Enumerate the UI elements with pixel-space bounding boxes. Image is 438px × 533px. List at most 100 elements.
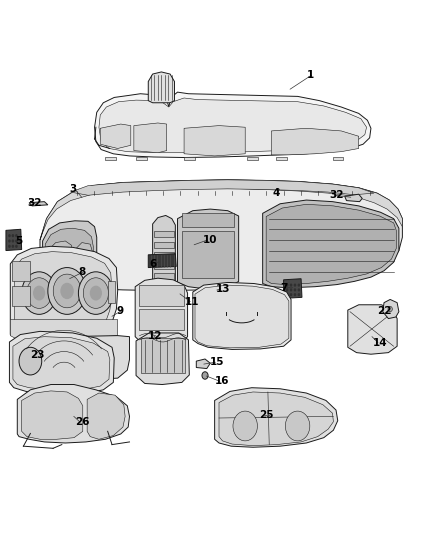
Circle shape — [297, 293, 300, 296]
Text: 4: 4 — [272, 188, 279, 198]
Bar — [154, 252, 173, 259]
Polygon shape — [215, 387, 338, 447]
Polygon shape — [148, 254, 176, 268]
Polygon shape — [266, 204, 396, 285]
Circle shape — [290, 293, 292, 296]
Text: 32: 32 — [329, 190, 343, 200]
Circle shape — [293, 284, 296, 287]
Circle shape — [48, 268, 86, 314]
Text: 15: 15 — [210, 357, 225, 367]
Polygon shape — [345, 194, 362, 201]
Polygon shape — [40, 180, 403, 240]
Polygon shape — [195, 285, 289, 348]
Polygon shape — [99, 98, 367, 153]
Bar — [12, 286, 30, 306]
Polygon shape — [196, 359, 210, 368]
Circle shape — [8, 245, 11, 248]
Polygon shape — [74, 243, 92, 275]
Polygon shape — [332, 157, 343, 160]
Polygon shape — [21, 391, 83, 439]
Circle shape — [15, 245, 18, 248]
Circle shape — [286, 293, 288, 296]
Bar — [139, 285, 184, 306]
Text: 9: 9 — [117, 305, 124, 316]
Circle shape — [33, 286, 45, 301]
Bar — [182, 213, 234, 227]
Circle shape — [286, 288, 288, 292]
Circle shape — [83, 278, 109, 309]
Text: 22: 22 — [378, 305, 392, 316]
Polygon shape — [48, 241, 71, 273]
Polygon shape — [14, 252, 112, 338]
Circle shape — [388, 306, 392, 312]
Polygon shape — [184, 157, 195, 160]
Bar — [108, 281, 115, 303]
Polygon shape — [42, 221, 97, 281]
Text: 3: 3 — [70, 184, 77, 195]
Polygon shape — [106, 157, 117, 160]
Text: 1: 1 — [306, 70, 314, 80]
Circle shape — [8, 234, 11, 237]
Polygon shape — [272, 128, 359, 155]
Text: 16: 16 — [215, 376, 229, 386]
Polygon shape — [10, 332, 114, 394]
Bar — [182, 231, 234, 278]
Circle shape — [8, 239, 11, 243]
Text: 23: 23 — [30, 350, 45, 360]
Polygon shape — [193, 282, 291, 350]
Polygon shape — [11, 320, 118, 342]
Circle shape — [53, 274, 81, 308]
Circle shape — [286, 284, 288, 287]
Bar — [154, 231, 173, 237]
Circle shape — [297, 288, 300, 292]
Text: 11: 11 — [185, 296, 199, 306]
Circle shape — [28, 344, 47, 368]
Circle shape — [27, 278, 52, 309]
Circle shape — [286, 411, 310, 441]
Text: 14: 14 — [373, 337, 387, 348]
Polygon shape — [136, 157, 147, 160]
Polygon shape — [17, 384, 130, 443]
Polygon shape — [219, 392, 333, 446]
Polygon shape — [71, 180, 374, 195]
Text: 8: 8 — [78, 267, 86, 277]
Circle shape — [290, 288, 292, 292]
Polygon shape — [40, 180, 403, 294]
Bar — [12, 261, 30, 281]
Polygon shape — [177, 209, 239, 289]
Polygon shape — [276, 157, 287, 160]
Bar — [139, 309, 184, 330]
Bar — [141, 338, 185, 373]
Text: 26: 26 — [75, 417, 89, 427]
Circle shape — [297, 284, 300, 287]
Bar — [154, 263, 173, 269]
Polygon shape — [13, 337, 110, 390]
Circle shape — [78, 272, 113, 314]
Text: 13: 13 — [215, 284, 230, 294]
Circle shape — [290, 284, 292, 287]
Polygon shape — [136, 333, 189, 384]
Circle shape — [21, 272, 57, 314]
Text: 5: 5 — [15, 236, 22, 246]
Polygon shape — [247, 157, 258, 160]
Circle shape — [12, 245, 14, 248]
Text: 10: 10 — [202, 235, 217, 245]
Text: 7: 7 — [280, 283, 287, 293]
Polygon shape — [184, 126, 245, 156]
Polygon shape — [148, 72, 174, 103]
Text: 32: 32 — [27, 198, 42, 208]
Polygon shape — [284, 279, 302, 298]
Polygon shape — [135, 278, 187, 345]
Circle shape — [233, 411, 258, 441]
Text: 6: 6 — [149, 259, 156, 269]
Circle shape — [15, 234, 18, 237]
Polygon shape — [263, 200, 399, 288]
Polygon shape — [100, 124, 131, 149]
Circle shape — [15, 239, 18, 243]
Text: 12: 12 — [148, 330, 163, 341]
Polygon shape — [29, 201, 48, 206]
Polygon shape — [152, 215, 175, 290]
Polygon shape — [45, 228, 93, 279]
Polygon shape — [11, 246, 118, 341]
Bar — [154, 241, 173, 248]
